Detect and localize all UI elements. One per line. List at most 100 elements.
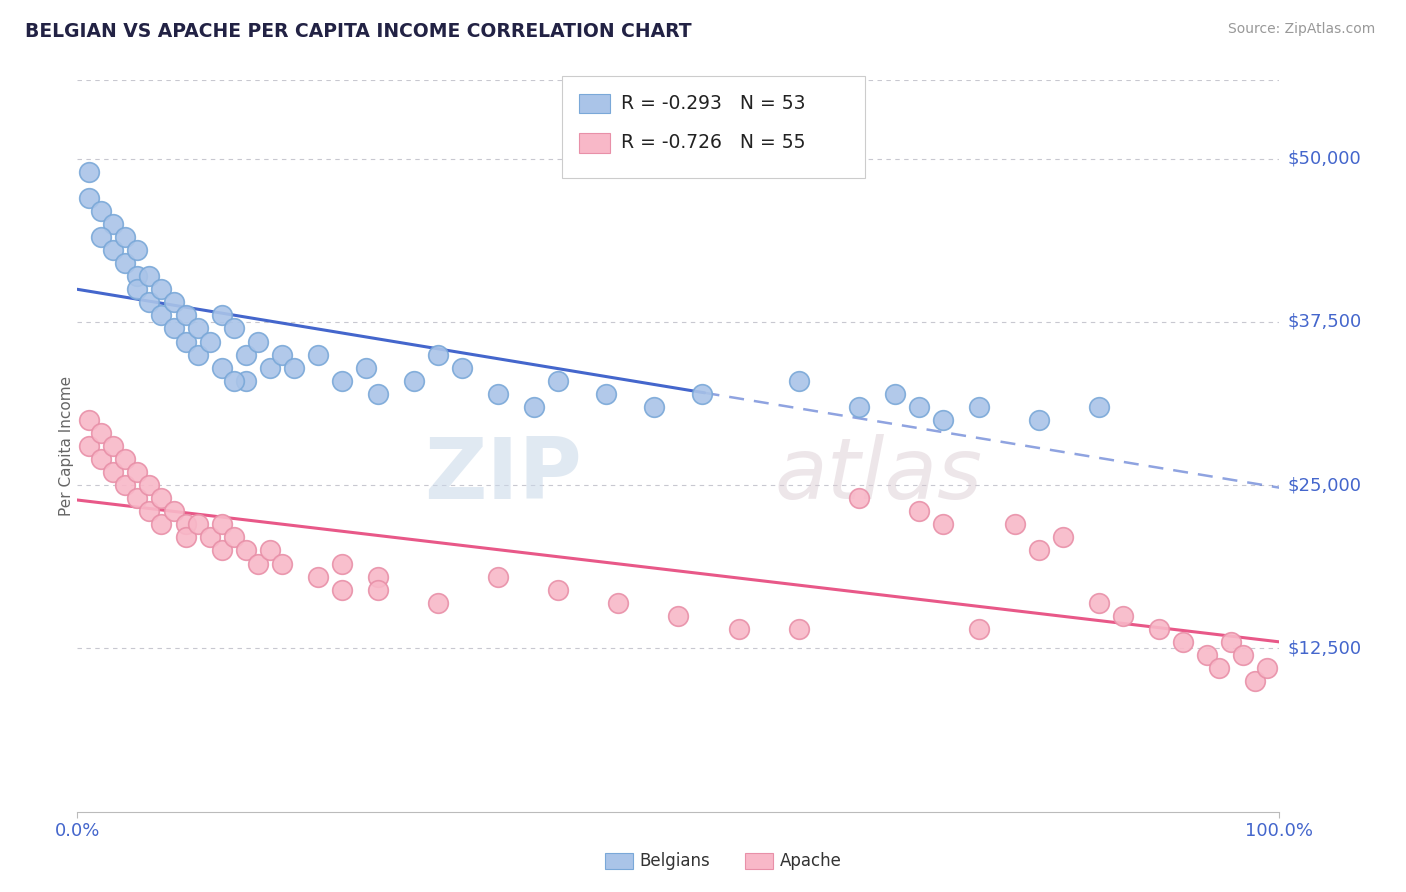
Point <box>307 569 329 583</box>
Point <box>79 439 101 453</box>
Point <box>283 360 305 375</box>
Point <box>643 400 665 414</box>
Point <box>222 374 245 388</box>
Point <box>486 386 509 401</box>
Point <box>103 465 125 479</box>
Point <box>787 622 810 636</box>
Point <box>1149 622 1171 636</box>
Point <box>330 582 353 597</box>
Point <box>235 543 257 558</box>
Point <box>1197 648 1219 662</box>
Point <box>908 504 931 518</box>
Text: $12,500: $12,500 <box>1288 640 1362 657</box>
Point <box>211 517 233 532</box>
Point <box>1088 596 1111 610</box>
Text: $25,000: $25,000 <box>1288 476 1362 494</box>
Point <box>127 282 149 296</box>
Text: BELGIAN VS APACHE PER CAPITA INCOME CORRELATION CHART: BELGIAN VS APACHE PER CAPITA INCOME CORR… <box>25 22 692 41</box>
Point <box>451 360 474 375</box>
Point <box>138 504 160 518</box>
Point <box>848 400 870 414</box>
Point <box>174 309 197 323</box>
Point <box>908 400 931 414</box>
Point <box>270 557 292 571</box>
Text: $50,000: $50,000 <box>1288 150 1361 168</box>
Point <box>367 569 389 583</box>
Point <box>235 348 257 362</box>
Point <box>727 622 749 636</box>
Point <box>1173 635 1195 649</box>
Point <box>246 557 269 571</box>
Point <box>150 309 173 323</box>
Point <box>222 530 245 544</box>
Point <box>692 386 714 401</box>
Point <box>367 386 389 401</box>
Point <box>246 334 269 349</box>
Point <box>1028 543 1050 558</box>
Point <box>186 321 209 335</box>
Point <box>211 360 233 375</box>
Point <box>114 478 136 492</box>
Point <box>402 374 425 388</box>
Text: Source: ZipAtlas.com: Source: ZipAtlas.com <box>1227 22 1375 37</box>
Point <box>607 596 630 610</box>
Text: $37,500: $37,500 <box>1288 313 1362 331</box>
Point <box>127 491 149 506</box>
Point <box>259 360 281 375</box>
Point <box>79 413 101 427</box>
Point <box>668 608 690 623</box>
Point <box>174 517 197 532</box>
Point <box>90 203 112 218</box>
Point <box>114 452 136 467</box>
Point <box>367 582 389 597</box>
Point <box>523 400 546 414</box>
Point <box>90 452 112 467</box>
Point <box>1256 661 1278 675</box>
Point <box>547 582 569 597</box>
Point <box>595 386 617 401</box>
Point <box>848 491 870 506</box>
Point <box>235 374 257 388</box>
Point <box>1028 413 1050 427</box>
Point <box>330 374 353 388</box>
Point <box>150 491 173 506</box>
Point <box>174 334 197 349</box>
Text: ZIP: ZIP <box>425 434 582 516</box>
Point <box>79 191 101 205</box>
Point <box>1004 517 1026 532</box>
Point <box>932 517 955 532</box>
Point <box>127 243 149 257</box>
Point <box>486 569 509 583</box>
Point <box>103 243 125 257</box>
Point <box>114 230 136 244</box>
Point <box>1112 608 1135 623</box>
Point <box>138 295 160 310</box>
Point <box>103 217 125 231</box>
Point <box>198 530 221 544</box>
Point <box>1208 661 1230 675</box>
Point <box>150 282 173 296</box>
Point <box>114 256 136 270</box>
Point <box>1088 400 1111 414</box>
Point <box>259 543 281 558</box>
Point <box>211 543 233 558</box>
Point <box>103 439 125 453</box>
Point <box>307 348 329 362</box>
Point <box>162 504 184 518</box>
Point <box>127 465 149 479</box>
Point <box>90 425 112 440</box>
Point <box>162 295 184 310</box>
Point <box>150 517 173 532</box>
Point <box>932 413 955 427</box>
Point <box>127 269 149 284</box>
Text: R = -0.293   N = 53: R = -0.293 N = 53 <box>621 94 806 113</box>
Point <box>427 348 450 362</box>
Point <box>222 321 245 335</box>
Text: atlas: atlas <box>775 434 983 516</box>
Point <box>186 517 209 532</box>
Point <box>787 374 810 388</box>
Point <box>90 230 112 244</box>
Text: Apache: Apache <box>780 852 842 870</box>
Point <box>967 622 990 636</box>
Point <box>967 400 990 414</box>
